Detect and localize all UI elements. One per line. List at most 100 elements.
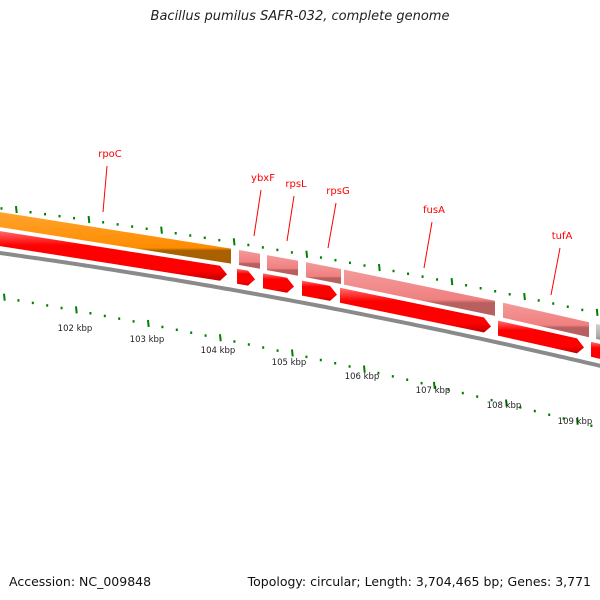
minor-tick: [490, 398, 493, 402]
minor-tick: [533, 409, 536, 413]
minor-tick: [31, 301, 34, 305]
gene-label-tufA: tufA: [552, 231, 573, 242]
gene-label-line: [550, 247, 561, 296]
major-tick: [523, 292, 526, 301]
minor-tick: [276, 248, 279, 252]
minor-tick: [548, 413, 551, 416]
gene-label-rpsL: rpsL: [285, 179, 307, 190]
cds-arrow-partial: [591, 341, 600, 359]
minor-tick: [0, 207, 3, 210]
minor-tick: [190, 331, 193, 334]
minor-tick: [60, 306, 63, 310]
major-tick: [378, 263, 381, 272]
minor-tick: [519, 406, 522, 409]
scale-label: 103 kbp: [130, 335, 165, 345]
minor-tick: [391, 375, 394, 378]
minor-tick: [348, 365, 351, 368]
gene-label-line: [327, 202, 337, 249]
minor-tick: [562, 417, 565, 420]
minor-tick: [566, 305, 569, 308]
minor-tick: [247, 343, 250, 346]
minor-tick: [58, 214, 61, 218]
major-tick: [595, 308, 599, 316]
gene-feature-rpsL: [267, 255, 298, 276]
major-tick: [147, 319, 150, 328]
gene-label-rpsG: rpsG: [326, 186, 349, 197]
gene-feature-partial: [596, 323, 600, 340]
major-tick: [87, 215, 91, 224]
minor-tick: [421, 275, 424, 278]
minor-tick: [131, 225, 134, 228]
major-tick: [363, 365, 366, 373]
cds-arrow-tufA: [498, 320, 584, 354]
major-tick: [433, 381, 436, 389]
minor-tick: [392, 269, 395, 273]
minor-tick: [73, 216, 76, 220]
scale-label: 108 kbp: [487, 401, 522, 411]
minor-tick: [44, 212, 47, 216]
feature-track: [0, 212, 600, 359]
gene-labels: rpoC ybxF rpsL rpsG fusA tufA: [98, 149, 573, 296]
minor-tick: [290, 251, 293, 254]
major-tick: [232, 238, 236, 246]
gene-feature-ybxF: [239, 250, 260, 269]
gene-label-line: [253, 189, 262, 237]
major-tick: [219, 334, 222, 342]
minor-tick: [334, 361, 337, 365]
cds-arrow-ybxF: [237, 268, 255, 286]
minor-tick: [103, 314, 106, 318]
major-tick: [3, 293, 6, 301]
minor-tick: [204, 334, 207, 337]
minor-tick: [363, 264, 366, 267]
minor-tick: [494, 289, 497, 293]
minor-tick: [261, 246, 264, 249]
major-tick: [305, 250, 309, 258]
minor-tick: [461, 391, 464, 395]
cds-arrow-fusA: [340, 287, 491, 333]
minor-tick: [132, 320, 135, 323]
minor-tick: [334, 258, 337, 262]
minor-tick: [447, 388, 450, 391]
major-tick: [75, 306, 78, 314]
minor-tick: [420, 381, 423, 385]
scale-label: 102 kbp: [58, 324, 93, 334]
accession-text: Accession: NC_009848: [9, 574, 152, 589]
minor-tick: [305, 355, 308, 359]
minor-tick: [319, 256, 322, 259]
minor-tick: [465, 284, 468, 287]
cds-arrow-rpoC: [0, 231, 227, 281]
minor-tick: [319, 358, 322, 362]
genome-backbone: [0, 250, 600, 368]
minor-tick: [46, 304, 49, 307]
minor-tick: [377, 371, 380, 375]
minor-tick: [189, 234, 192, 237]
major-tick: [450, 278, 454, 286]
minor-tick: [348, 261, 351, 265]
major-tick: [160, 226, 163, 234]
minor-tick: [174, 231, 177, 235]
major-tick: [15, 205, 18, 214]
major-tick: [505, 399, 508, 407]
scale-ticks: 102 kbp 103 kbp 104 kbp 105 kbp 106 kbp 107 k…: [0, 205, 599, 428]
gene-label-rpoC: rpoC: [98, 149, 122, 160]
topology-text: Topology: circular; Length: 3,704,465 bp…: [247, 574, 591, 589]
minor-tick: [116, 223, 119, 226]
gene-label-line: [286, 195, 295, 242]
scale-label: 105 kbp: [272, 358, 307, 368]
minor-tick: [118, 317, 121, 320]
minor-tick: [203, 236, 206, 240]
cds-arrow-rpsG: [302, 280, 337, 301]
scale-label: 106 kbp: [345, 372, 380, 382]
minor-tick: [479, 287, 482, 290]
minor-tick: [537, 299, 540, 302]
minor-tick: [102, 221, 105, 224]
minor-tick: [233, 340, 236, 343]
major-tick: [576, 417, 579, 425]
minor-tick: [590, 424, 593, 428]
gene-label-fusA: fusA: [423, 205, 445, 216]
minor-tick: [89, 312, 92, 315]
minor-tick: [247, 243, 250, 247]
scale-label: 109 kbp: [558, 417, 593, 427]
